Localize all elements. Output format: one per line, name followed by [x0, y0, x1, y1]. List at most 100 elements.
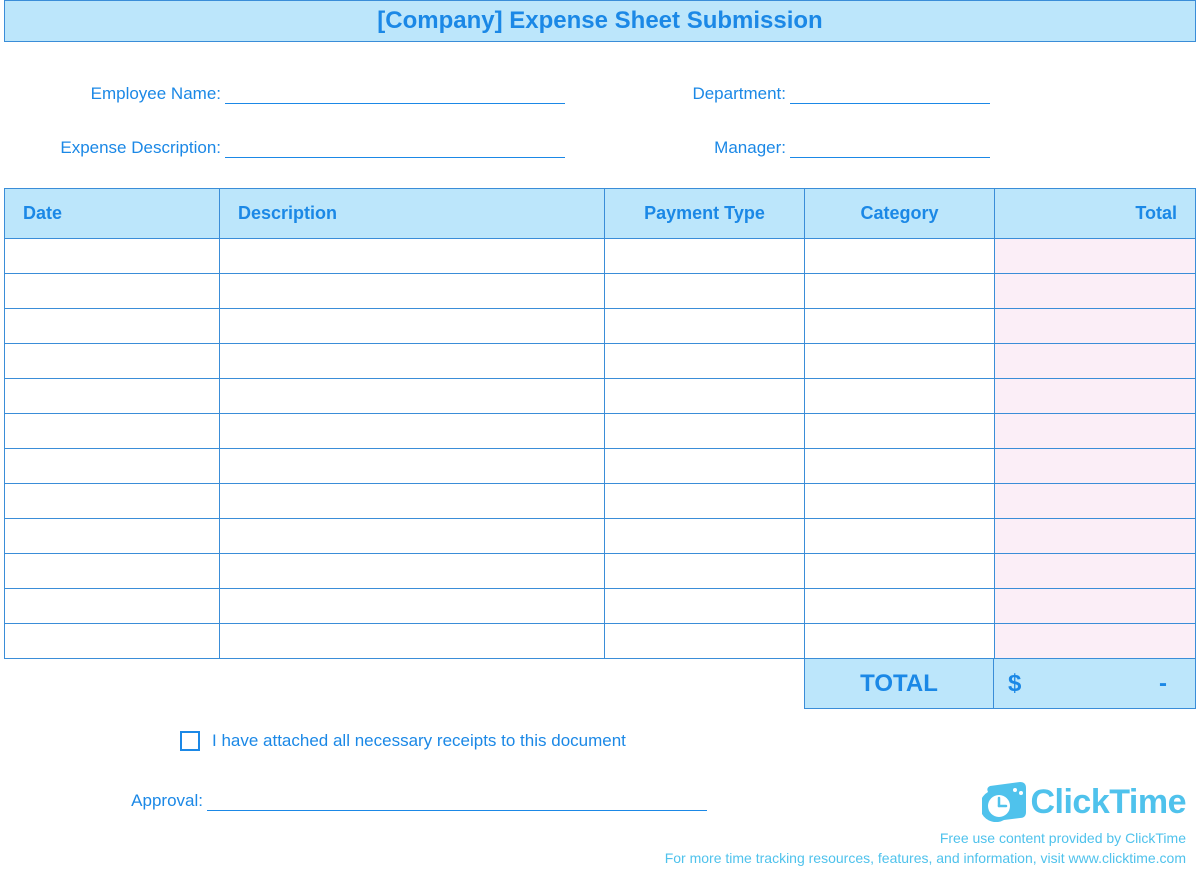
receipts-checkbox[interactable]: [180, 731, 200, 751]
table-cell[interactable]: [220, 274, 605, 309]
th-payment-type: Payment Type: [605, 189, 805, 239]
total-currency: $: [1008, 670, 1021, 698]
th-description: Description: [220, 189, 605, 239]
table-cell[interactable]: [995, 449, 1196, 484]
table-cell[interactable]: [5, 589, 220, 624]
page-title: [Company] Expense Sheet Submission: [377, 7, 822, 35]
table-cell[interactable]: [5, 379, 220, 414]
table-cell[interactable]: [805, 484, 995, 519]
table-row: [5, 379, 1196, 414]
table-cell[interactable]: [605, 484, 805, 519]
table-cell[interactable]: [5, 309, 220, 344]
expense-desc-field[interactable]: [225, 136, 565, 158]
footer-line-1: Free use content provided by ClickTime: [940, 830, 1186, 846]
table-cell[interactable]: [5, 519, 220, 554]
clock-icon: [982, 782, 1026, 822]
table-cell[interactable]: [605, 344, 805, 379]
table-cell[interactable]: [805, 589, 995, 624]
table-cell[interactable]: [220, 449, 605, 484]
th-total: Total: [995, 189, 1196, 239]
table-cell[interactable]: [805, 414, 995, 449]
table-cell[interactable]: [5, 554, 220, 589]
table-header-row: Date Description Payment Type Category T…: [5, 189, 1196, 239]
table-cell[interactable]: [995, 309, 1196, 344]
table-cell[interactable]: [995, 519, 1196, 554]
table-cell[interactable]: [805, 519, 995, 554]
table-cell[interactable]: [995, 239, 1196, 274]
table-cell[interactable]: [5, 449, 220, 484]
department-group: Department:: [670, 82, 990, 104]
approval-label: Approval:: [117, 791, 207, 811]
table-row: [5, 484, 1196, 519]
table-cell[interactable]: [605, 624, 805, 659]
table-cell[interactable]: [220, 589, 605, 624]
table-cell[interactable]: [995, 589, 1196, 624]
table-cell[interactable]: [220, 344, 605, 379]
table-cell[interactable]: [995, 274, 1196, 309]
footer-logo: ClickTime: [982, 782, 1186, 822]
expense-desc-group: Expense Description:: [40, 136, 600, 158]
table-cell[interactable]: [5, 484, 220, 519]
table-cell[interactable]: [995, 344, 1196, 379]
table-cell[interactable]: [995, 414, 1196, 449]
table-cell[interactable]: [995, 554, 1196, 589]
total-row: TOTAL $ -: [4, 659, 1196, 709]
department-field[interactable]: [790, 82, 990, 104]
table-row: [5, 554, 1196, 589]
table-cell[interactable]: [220, 414, 605, 449]
table-cell[interactable]: [220, 554, 605, 589]
expense-desc-label: Expense Description:: [40, 138, 225, 158]
table-cell[interactable]: [5, 274, 220, 309]
table-row: [5, 239, 1196, 274]
table-cell[interactable]: [220, 484, 605, 519]
table-cell[interactable]: [605, 239, 805, 274]
table-row: [5, 414, 1196, 449]
table-cell[interactable]: [605, 379, 805, 414]
table-cell[interactable]: [605, 274, 805, 309]
table-cell[interactable]: [805, 379, 995, 414]
header-bar: [Company] Expense Sheet Submission: [4, 0, 1196, 42]
footer-line-2: For more time tracking resources, featur…: [665, 850, 1186, 866]
employee-name-group: Employee Name:: [40, 82, 600, 104]
table-cell[interactable]: [805, 239, 995, 274]
table-cell[interactable]: [5, 414, 220, 449]
table-cell[interactable]: [805, 344, 995, 379]
table-cell[interactable]: [220, 379, 605, 414]
table-cell[interactable]: [805, 274, 995, 309]
manager-field[interactable]: [790, 136, 990, 158]
table-cell[interactable]: [605, 554, 805, 589]
total-value: $ -: [994, 659, 1196, 709]
table-cell[interactable]: [5, 239, 220, 274]
table-cell[interactable]: [5, 624, 220, 659]
approval-field[interactable]: [207, 789, 707, 811]
table-cell[interactable]: [605, 589, 805, 624]
table-cell[interactable]: [805, 449, 995, 484]
table-cell[interactable]: [605, 414, 805, 449]
expense-table: Date Description Payment Type Category T…: [4, 188, 1196, 659]
table-cell[interactable]: [805, 309, 995, 344]
table-cell[interactable]: [220, 239, 605, 274]
table-row: [5, 519, 1196, 554]
table-row: [5, 624, 1196, 659]
table-cell[interactable]: [220, 519, 605, 554]
employee-name-field[interactable]: [225, 82, 565, 104]
table-cell[interactable]: [805, 554, 995, 589]
manager-group: Manager:: [670, 136, 990, 158]
table-cell[interactable]: [5, 344, 220, 379]
table-cell[interactable]: [605, 449, 805, 484]
table-cell[interactable]: [995, 624, 1196, 659]
info-row-2: Expense Description: Manager:: [40, 136, 1160, 158]
table-cell[interactable]: [605, 519, 805, 554]
employee-name-label: Employee Name:: [40, 84, 225, 104]
receipts-row: I have attached all necessary receipts t…: [180, 731, 1200, 751]
info-section: Employee Name: Department: Expense Descr…: [40, 82, 1160, 158]
table-cell[interactable]: [220, 624, 605, 659]
table-row: [5, 449, 1196, 484]
table-cell[interactable]: [805, 624, 995, 659]
table-cell[interactable]: [220, 309, 605, 344]
table-cell[interactable]: [995, 379, 1196, 414]
total-label: TOTAL: [804, 659, 994, 709]
table-cell[interactable]: [995, 484, 1196, 519]
th-date: Date: [5, 189, 220, 239]
table-cell[interactable]: [605, 309, 805, 344]
